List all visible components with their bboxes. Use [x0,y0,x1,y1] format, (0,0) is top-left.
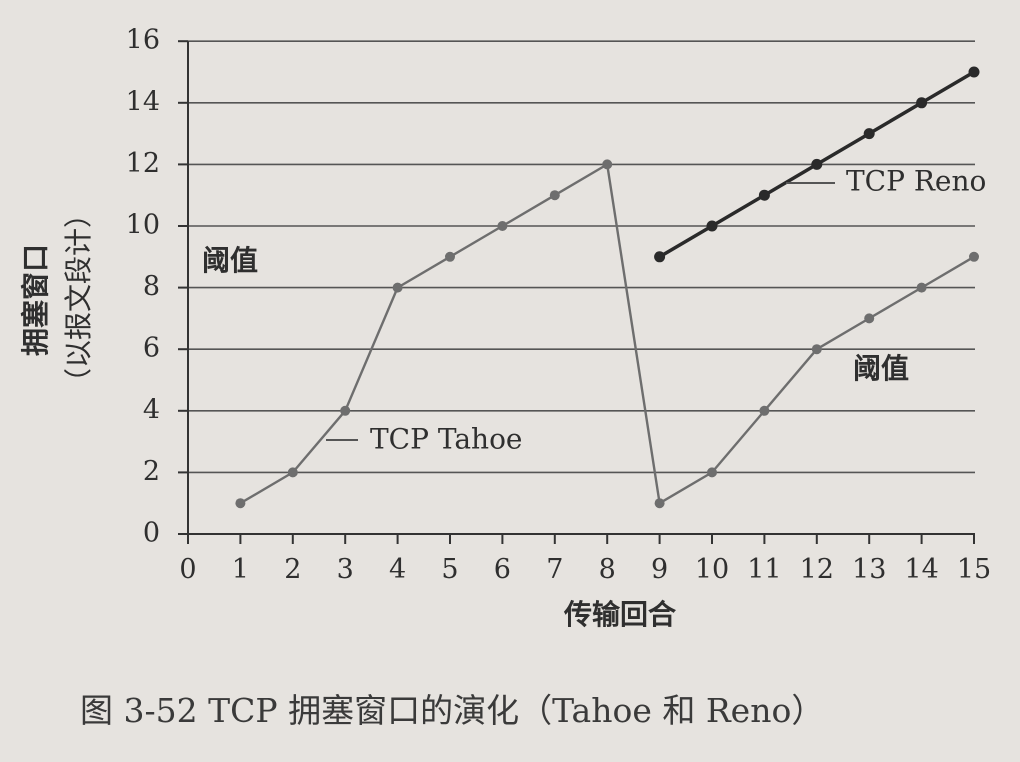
y-tick-label-6: 6 [143,333,160,364]
y-tick-label-8: 8 [143,271,160,302]
x-tick-label-0: 0 [179,554,196,585]
tcp-tahoe-point-2 [287,467,298,478]
tcp-reno-point-10 [706,220,718,232]
tcp-tahoe-point-3 [340,405,351,416]
x-tick-label-3: 3 [337,554,354,585]
y-tick-labels: 0 2 4 6 8 10 12 14 16 [126,25,160,549]
y-tick-label-16: 16 [126,25,160,56]
y-axis-title-line1: 拥塞窗口 [19,244,52,356]
x-tick-label-5: 5 [441,554,458,585]
tcp-tahoe-point-12 [811,344,822,355]
figure-caption: 图 3-52 TCP 拥塞窗口的演化（Tahoe 和 Reno） [80,691,824,730]
threshold-label-left: 阈值 [202,244,258,277]
x-tick-labels: 0 1 2 3 4 5 6 7 8 9 10 11 12 13 14 15 [179,554,991,585]
tahoe-series-label: TCP Tahoe [370,423,523,456]
x-tick-label-12: 12 [800,554,834,585]
tcp-tahoe-point-9 [654,498,665,509]
tcp-tahoe-point-5 [445,251,455,262]
tcp-tahoe-point-1 [235,498,246,509]
tcp-tahoe-point-10 [707,467,717,478]
tcp-reno-point-11 [758,189,770,201]
grid [188,40,975,474]
y-tick-label-2: 2 [143,456,160,487]
y-tick-label-12: 12 [126,148,160,179]
tcp-tahoe-line [239,163,975,505]
tcp-reno-point-12 [811,158,823,170]
y-axis-title-line2: （以报文段计） [62,200,95,396]
tcp-reno-point-9 [654,251,666,263]
x-tick-label-1: 1 [232,554,249,585]
y-tick-label-10: 10 [126,210,160,241]
tcp-reno-point-15 [968,66,980,78]
x-tick-label-7: 7 [546,554,563,585]
x-tick-label-8: 8 [599,554,616,585]
y-tick-label-0: 0 [143,518,160,549]
x-tick-label-10: 10 [695,554,729,585]
tcp-tahoe-point-13 [864,313,875,324]
y-tick-label-4: 4 [143,394,160,425]
reno-series-label: TCP Reno [846,165,986,198]
y-tick-label-14: 14 [126,86,160,117]
tcp-reno-point-13 [863,128,875,140]
tcp-tahoe-point-8 [602,159,613,170]
x-tick-label-14: 14 [904,554,938,585]
x-tick-label-13: 13 [852,554,886,585]
x-tick-label-6: 6 [494,554,511,585]
threshold-label-right: 阈值 [853,352,909,385]
x-tick-label-11: 11 [747,554,781,585]
tcp-tahoe-point-11 [759,405,770,416]
x-tick-label-15: 15 [957,554,991,585]
x-tick-label-2: 2 [284,554,301,585]
x-axis-title: 传输回合 [563,598,677,631]
x-tick-label-9: 9 [651,554,668,585]
tcp-reno-point-14 [916,97,928,109]
series-points [235,66,980,509]
tcp-tahoe-point-15 [969,251,979,262]
tcp-tahoe-point-4 [392,282,403,293]
axes [178,40,975,544]
x-tick-label-4: 4 [389,554,406,585]
tcp-tahoe-point-7 [549,190,560,201]
tcp-tahoe-point-6 [497,221,508,231]
tcp-tahoe-point-14 [916,282,927,293]
